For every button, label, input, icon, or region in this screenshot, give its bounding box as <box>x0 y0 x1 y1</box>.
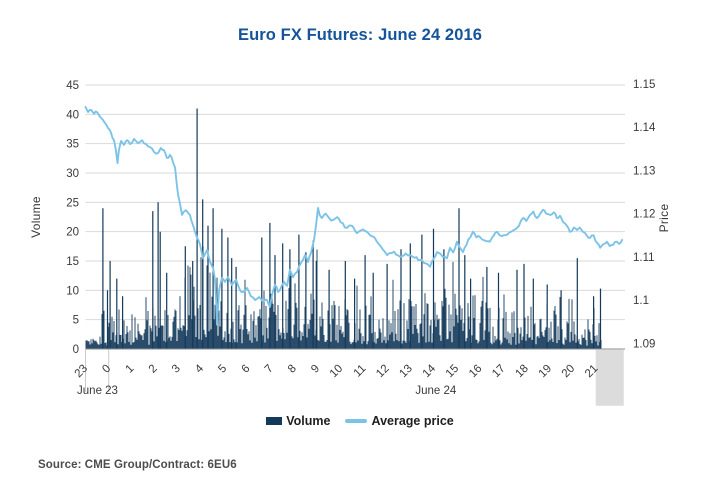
source-note: Source: CME Group/Contract: 6EU6 <box>38 459 237 471</box>
price-tick-label: 1.1 <box>633 295 649 307</box>
volume-tick-label: 35 <box>66 139 79 151</box>
average-price-line <box>84 105 624 326</box>
x-tick-label: 10 <box>328 363 346 381</box>
chart-title: Euro FX Futures: June 24 2016 <box>237 26 483 44</box>
legend-volume-label: Volume <box>286 414 331 428</box>
x-tick-label: 6 <box>240 363 253 376</box>
x-tick-label: 14 <box>421 362 439 380</box>
legend: Volume Average price <box>0 414 720 428</box>
average-price-swatch-icon <box>344 419 367 423</box>
volume-tick-label: 10 <box>66 285 79 297</box>
date-label-june-24: June 24 <box>415 385 457 397</box>
x-tick-label: 23 <box>73 363 91 381</box>
x-tick-label: 19 <box>537 363 555 381</box>
price-tick-label: 1.13 <box>633 165 655 177</box>
volume-tick-label: 30 <box>66 168 79 180</box>
volume-tick-label: 5 <box>73 315 79 327</box>
legend-item-average-price: Average price <box>344 414 454 428</box>
x-tick-label: 1 <box>124 363 137 376</box>
price-tick-label: 1.09 <box>633 338 655 350</box>
price-tick-label: 1.11 <box>633 252 655 264</box>
x-tick-label: 8 <box>286 363 299 376</box>
x-tick-label: 12 <box>374 363 392 381</box>
x-tick-label: 5 <box>216 363 229 376</box>
x-tick-label: 4 <box>193 362 206 375</box>
volume-tick-label: 0 <box>73 344 79 356</box>
end-period-band <box>595 349 624 406</box>
legend-average-price-label: Average price <box>371 414 454 428</box>
x-tick-label: 20 <box>560 363 578 381</box>
price-tick-label: 1.15 <box>633 79 655 91</box>
price-tick-label: 1.12 <box>633 209 655 221</box>
volume-tick-label: 15 <box>66 256 79 268</box>
date-label-june-23: June 23 <box>77 385 118 397</box>
price-tick-label: 1.14 <box>633 122 656 134</box>
price-axis-title: Price <box>657 204 671 233</box>
legend-item-volume: Volume <box>266 414 331 428</box>
volume-tick-label: 20 <box>66 227 79 239</box>
volume-axis-title: Volume <box>29 196 43 238</box>
x-tick-label: 18 <box>513 363 531 381</box>
x-tick-label: 2 <box>147 363 160 376</box>
volume-spike-bars <box>102 108 602 349</box>
x-tick-label: 0 <box>100 363 113 376</box>
volume-tick-label: 40 <box>66 109 79 121</box>
volume-swatch-icon <box>266 417 283 425</box>
x-tick-label: 15 <box>444 363 462 381</box>
volume-tick-label: 45 <box>66 80 79 92</box>
x-tick-label: 17 <box>490 363 508 381</box>
volume-tick-label: 25 <box>66 197 79 209</box>
x-tick-label: 13 <box>397 363 415 381</box>
x-tick-label: 11 <box>352 363 369 380</box>
x-tick-label: 3 <box>170 363 183 376</box>
x-tick-label: 9 <box>309 363 322 376</box>
x-tick-label: 16 <box>467 363 485 381</box>
x-tick-label: 7 <box>263 363 276 376</box>
